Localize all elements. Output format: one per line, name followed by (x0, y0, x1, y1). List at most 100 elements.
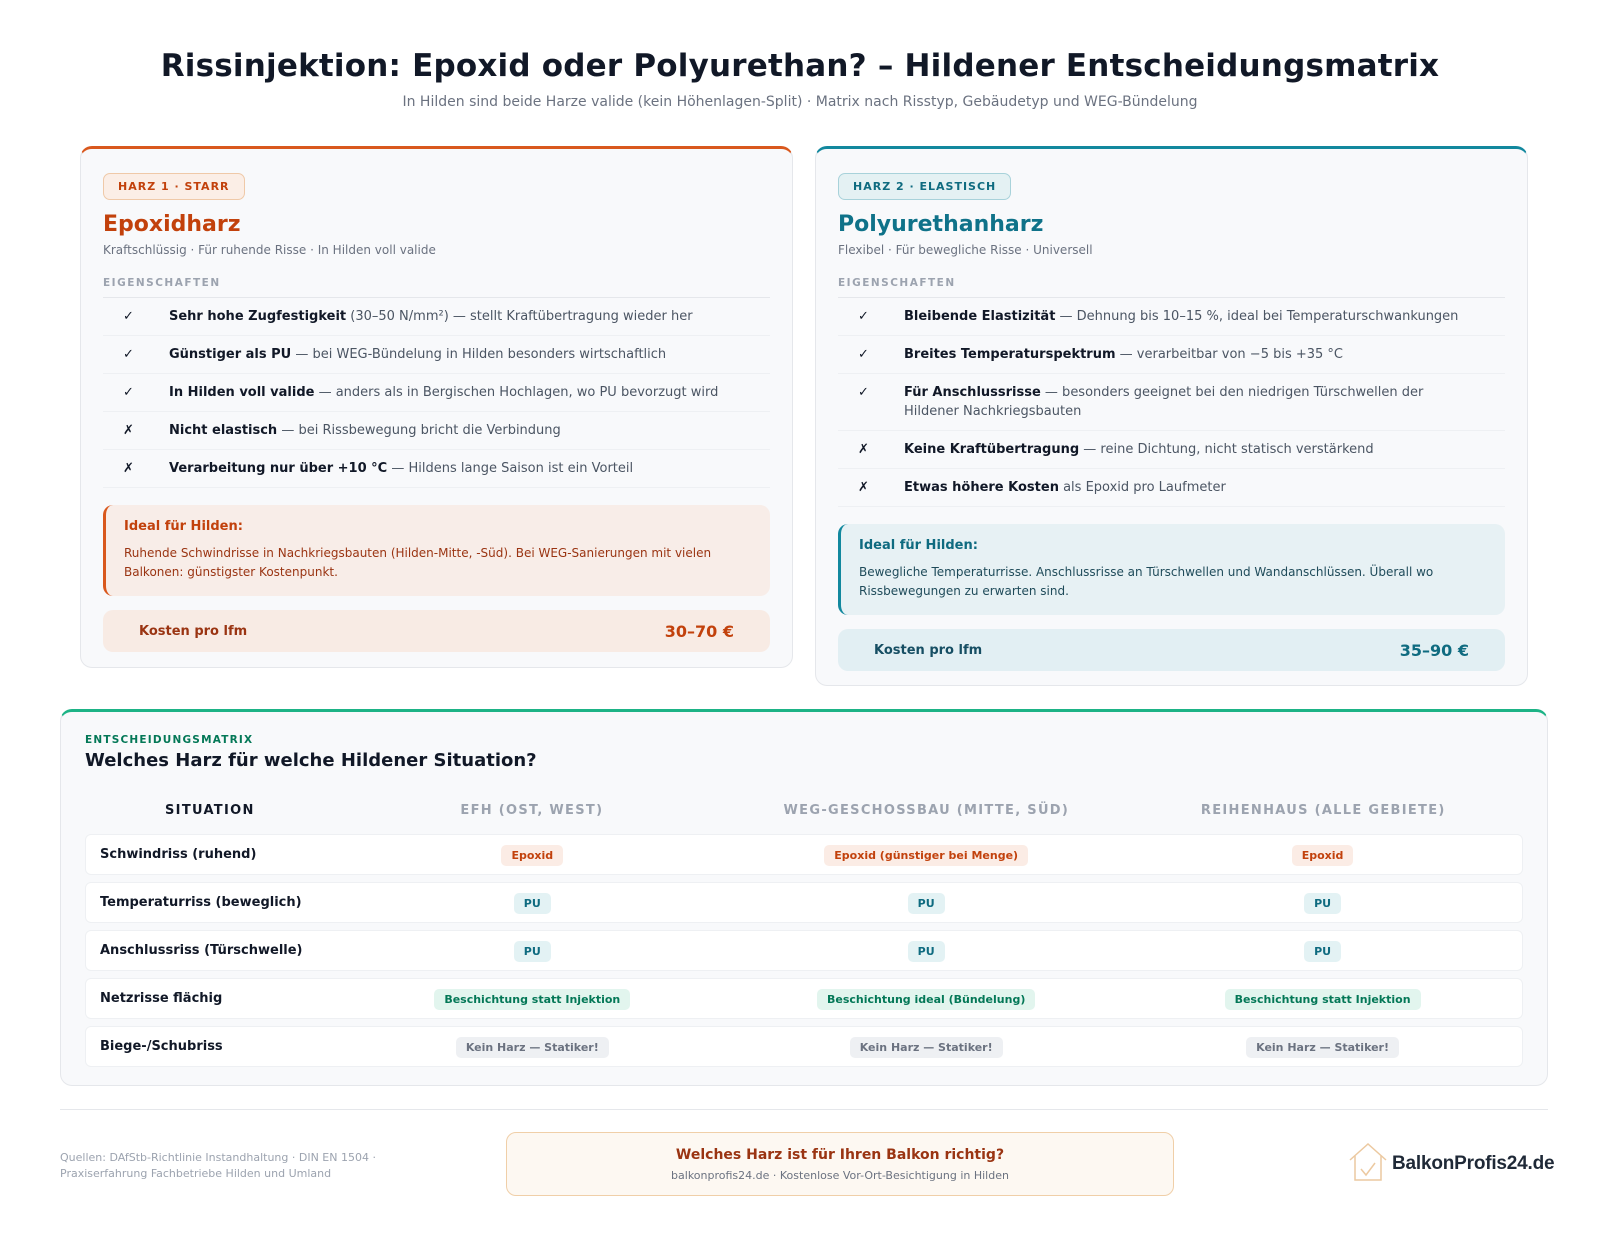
property-item: ✓ Bleibende Elastizität — Dehnung bis 10–… (838, 298, 1505, 336)
recommendation-pill: PU (513, 892, 551, 914)
resin-name: Epoxidharz (103, 212, 241, 237)
recommendation-pill: Kein Harz — Statiker! (1246, 1036, 1400, 1058)
matrix-title: Welches Harz für welche Hildener Situati… (85, 750, 537, 771)
property-detail: — verarbeitbar von −5 bis +35 °C (1115, 347, 1344, 362)
property-title: Nicht elastisch (169, 423, 278, 438)
cross-icon: ✗ (123, 423, 134, 438)
ideal-text: Bewegliche Temperaturrisse. Anschlussris… (859, 565, 1434, 598)
cross-icon: ✗ (858, 480, 869, 495)
matrix-row: Anschlussriss (Türschwelle) PU PU PU (85, 930, 1523, 971)
column-header-weg: WEG-GESCHOSSBAU (MITTE, SÜD) (783, 802, 1070, 818)
property-detail: — besonders geeignet bei den niedrigen T… (904, 385, 1424, 419)
cost-box: Kosten pro lfm 35–90 € (838, 629, 1505, 671)
property-title: Verarbeitung nur über +10 °C (169, 461, 388, 476)
matrix-table: SITUATION EFH (OST, WEST) WEG-GESCHOSSBA… (85, 793, 1523, 1067)
sources-line: Praxiserfahrung Fachbetriebe Hilden und … (60, 1167, 332, 1180)
ideal-for-box: Ideal für Hilden: Ruhende Schwindrisse i… (103, 505, 770, 596)
sources-note: Quellen: DAfStb-Richtlinie Instandhaltun… (60, 1150, 420, 1182)
epoxy-card: HARZ 1 · STARR Epoxidharz Kraftschlüssig… (80, 146, 793, 668)
property-title: Bleibende Elastizität (904, 309, 1056, 324)
property-detail: — Dehnung bis 10–15 %, ideal bei Tempera… (1055, 309, 1459, 324)
check-icon: ✓ (123, 309, 134, 324)
recommendation-pill: Kein Harz — Statiker! (455, 1036, 609, 1058)
property-detail: — Hildens lange Saison ist ein Vorteil (387, 461, 634, 476)
situation-label: Biege-/Schubriss (100, 1039, 223, 1054)
property-item: ✗ Keine Kraftübertragung — reine Dichtung… (838, 431, 1505, 469)
property-detail: — bei Rissbewegung bricht die Verbindung (277, 423, 561, 438)
resin-name: Polyurethanharz (838, 212, 1044, 237)
property-title: Für Anschlussrisse (904, 385, 1041, 400)
resin-type-badge: HARZ 2 · ELASTISCH (838, 173, 1012, 200)
situation-label: Schwindriss (ruhend) (100, 847, 257, 862)
cta-subtitle: balkonprofis24.de · Kostenlose Vor-Ort-B… (671, 1169, 1009, 1182)
check-icon: ✓ (123, 347, 134, 362)
property-item: ✓ Breites Temperaturspektrum — verarbeitb… (838, 336, 1505, 374)
decision-matrix: ENTSCHEIDUNGSMATRIX Welches Harz für wel… (60, 709, 1548, 1086)
sources-line: Quellen: DAfStb-Richtlinie Instandhaltun… (60, 1151, 376, 1164)
property-detail: — reine Dichtung, nicht statisch verstär… (1079, 442, 1374, 457)
matrix-kicker: ENTSCHEIDUNGSMATRIX (85, 734, 254, 746)
ideal-title: Ideal für Hilden: (859, 538, 978, 553)
recommendation-pill: PU (907, 892, 945, 914)
page-subtitle: In Hilden sind beide Harze valide (kein … (402, 94, 1198, 110)
recommendation-pill: PU (907, 940, 945, 962)
situation-label: Netzrisse flächig (100, 991, 223, 1006)
cross-icon: ✗ (123, 461, 134, 476)
property-item: ✗ Verarbeitung nur über +10 °C — Hildens … (103, 450, 770, 488)
recommendation-pill: Epoxid (1291, 844, 1354, 866)
brand-name: BalkonProfis24.de (1392, 1153, 1555, 1174)
property-detail: — bei WEG-Bündelung in Hilden besonders … (291, 347, 667, 362)
property-item: ✓ Sehr hohe Zugfestigkeit (30–50 N/mm²) —… (103, 298, 770, 336)
recommendation-pill: PU (513, 940, 551, 962)
check-icon: ✓ (858, 385, 869, 400)
property-title: Etwas höhere Kosten (904, 480, 1059, 495)
property-title: Sehr hohe Zugfestigkeit (169, 309, 347, 324)
cost-value: 30–70 € (664, 621, 734, 641)
properties-label: EIGENSCHAFTEN (838, 277, 1505, 298)
cost-label: Kosten pro lfm (139, 623, 248, 639)
footer-divider (60, 1109, 1548, 1110)
check-icon: ✓ (123, 385, 134, 400)
cost-box: Kosten pro lfm 30–70 € (103, 610, 770, 652)
matrix-row: Biege-/Schubriss Kein Harz — Statiker! K… (85, 1026, 1523, 1067)
matrix-row: Schwindriss (ruhend) Epoxid Epoxid (güns… (85, 834, 1523, 875)
matrix-row: Netzrisse flächig Beschichtung statt Inj… (85, 978, 1523, 1019)
cta-title: Welches Harz ist für Ihren Balkon richti… (675, 1147, 1005, 1163)
recommendation-pill: Epoxid (günstiger bei Menge) (824, 844, 1029, 866)
cta-banner[interactable]: Welches Harz ist für Ihren Balkon richti… (506, 1132, 1174, 1196)
recommendation-pill: Beschichtung ideal (Bündelung) (816, 988, 1036, 1010)
column-header-reihenhaus: REIHENHAUS (ALLE GEBIETE) (1200, 802, 1446, 818)
situation-label: Anschlussriss (Türschwelle) (100, 943, 303, 958)
cross-icon: ✗ (858, 442, 869, 457)
property-title: Keine Kraftübertragung (904, 442, 1080, 457)
house-check-icon (1348, 1142, 1388, 1186)
property-title: Günstiger als PU (169, 347, 292, 362)
properties-list: ✓ Bleibende Elastizität — Dehnung bis 10–… (838, 298, 1505, 507)
property-title: In Hilden voll valide (169, 385, 315, 400)
properties-label: EIGENSCHAFTEN (103, 277, 770, 298)
recommendation-pill: PU (1304, 940, 1342, 962)
properties-list: ✓ Sehr hohe Zugfestigkeit (30–50 N/mm²) —… (103, 298, 770, 488)
resin-type-badge: HARZ 1 · STARR (103, 173, 245, 200)
resin-tags: Flexibel · Für bewegliche Risse · Univer… (838, 243, 1093, 257)
property-item: ✗ Etwas höhere Kosten als Epoxid pro Lauf… (838, 469, 1505, 507)
property-title: Breites Temperaturspektrum (904, 347, 1116, 362)
check-icon: ✓ (858, 309, 869, 324)
ideal-for-box: Ideal für Hilden: Bewegliche Temperaturr… (838, 524, 1505, 615)
ideal-text: Ruhende Schwindrisse in Nachkriegsbauten… (124, 546, 712, 579)
recommendation-pill: PU (1304, 892, 1342, 914)
property-item: ✓ Für Anschlussrisse — besonders geeignet… (838, 374, 1505, 431)
property-item: ✓ In Hilden voll valide — anders als in B… (103, 374, 770, 412)
recommendation-pill: Beschichtung statt Injektion (1224, 988, 1421, 1010)
matrix-row: Temperaturriss (beweglich) PU PU PU (85, 882, 1523, 923)
page-title: Rissinjektion: Epoxid oder Polyurethan? … (160, 48, 1440, 84)
check-icon: ✓ (858, 347, 869, 362)
situation-label: Temperaturriss (beweglich) (100, 895, 302, 910)
property-item: ✗ Nicht elastisch — bei Rissbewegung bric… (103, 412, 770, 450)
column-header-efh: EFH (OST, WEST) (460, 802, 604, 818)
brand-logo: BalkonProfis24.de (1348, 1142, 1555, 1186)
ideal-title: Ideal für Hilden: (124, 519, 243, 534)
property-detail: als Epoxid pro Laufmeter (1058, 480, 1226, 495)
recommendation-pill: Beschichtung statt Injektion (434, 988, 631, 1010)
cost-value: 35–90 € (1399, 640, 1469, 660)
